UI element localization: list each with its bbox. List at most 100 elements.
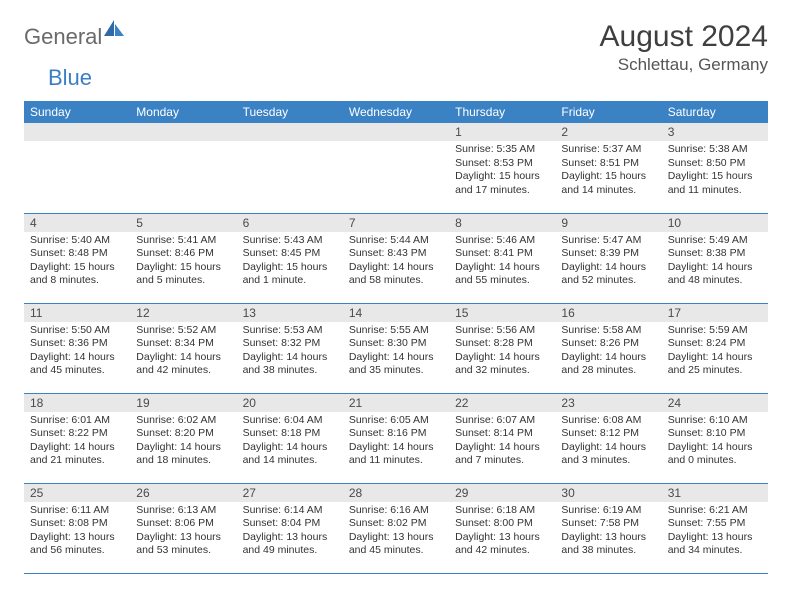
daylight-line: Daylight: 14 hours and 55 minutes. (455, 261, 549, 288)
sunset-line: Sunset: 8:39 PM (561, 247, 655, 261)
calendar-cell: 13Sunrise: 5:53 AMSunset: 8:32 PMDayligh… (237, 303, 343, 393)
sunset-line: Sunset: 8:22 PM (30, 427, 124, 441)
day-number: 30 (555, 484, 661, 502)
sunrise-line: Sunrise: 6:21 AM (668, 504, 762, 518)
calendar-cell: 10Sunrise: 5:49 AMSunset: 8:38 PMDayligh… (662, 213, 768, 303)
calendar-cell: 19Sunrise: 6:02 AMSunset: 8:20 PMDayligh… (130, 393, 236, 483)
day-number: 20 (237, 394, 343, 412)
day-number: 3 (662, 123, 768, 141)
day-details: Sunrise: 5:43 AMSunset: 8:45 PMDaylight:… (237, 232, 343, 293)
calendar-cell: 31Sunrise: 6:21 AMSunset: 7:55 PMDayligh… (662, 483, 768, 573)
sunset-line: Sunset: 8:51 PM (561, 157, 655, 171)
calendar-cell: 30Sunrise: 6:19 AMSunset: 7:58 PMDayligh… (555, 483, 661, 573)
calendar-cell: 28Sunrise: 6:16 AMSunset: 8:02 PMDayligh… (343, 483, 449, 573)
sunset-line: Sunset: 8:41 PM (455, 247, 549, 261)
day-number: 29 (449, 484, 555, 502)
sunrise-line: Sunrise: 5:47 AM (561, 234, 655, 248)
day-number-empty (343, 123, 449, 141)
logo: General (24, 20, 126, 53)
day-details: Sunrise: 5:56 AMSunset: 8:28 PMDaylight:… (449, 322, 555, 383)
day-header: Sunday (24, 101, 130, 123)
sunset-line: Sunset: 8:04 PM (243, 517, 337, 531)
sunrise-line: Sunrise: 6:13 AM (136, 504, 230, 518)
day-header: Saturday (662, 101, 768, 123)
daylight-line: Daylight: 15 hours and 8 minutes. (30, 261, 124, 288)
day-details: Sunrise: 5:49 AMSunset: 8:38 PMDaylight:… (662, 232, 768, 293)
day-details: Sunrise: 5:55 AMSunset: 8:30 PMDaylight:… (343, 322, 449, 383)
daylight-line: Daylight: 14 hours and 52 minutes. (561, 261, 655, 288)
day-number: 25 (24, 484, 130, 502)
day-details: Sunrise: 5:52 AMSunset: 8:34 PMDaylight:… (130, 322, 236, 383)
sunrise-line: Sunrise: 5:50 AM (30, 324, 124, 338)
sunrise-line: Sunrise: 5:56 AM (455, 324, 549, 338)
day-number: 6 (237, 214, 343, 232)
calendar-cell: 3Sunrise: 5:38 AMSunset: 8:50 PMDaylight… (662, 123, 768, 213)
daylight-line: Daylight: 14 hours and 25 minutes. (668, 351, 762, 378)
calendar-cell: 12Sunrise: 5:52 AMSunset: 8:34 PMDayligh… (130, 303, 236, 393)
sunset-line: Sunset: 8:32 PM (243, 337, 337, 351)
sunrise-line: Sunrise: 5:55 AM (349, 324, 443, 338)
sunset-line: Sunset: 8:50 PM (668, 157, 762, 171)
daylight-line: Daylight: 14 hours and 3 minutes. (561, 441, 655, 468)
day-number: 31 (662, 484, 768, 502)
sunset-line: Sunset: 8:36 PM (30, 337, 124, 351)
sunset-line: Sunset: 8:45 PM (243, 247, 337, 261)
daylight-line: Daylight: 14 hours and 28 minutes. (561, 351, 655, 378)
daylight-line: Daylight: 15 hours and 1 minute. (243, 261, 337, 288)
calendar-cell: 23Sunrise: 6:08 AMSunset: 8:12 PMDayligh… (555, 393, 661, 483)
calendar-cell: 9Sunrise: 5:47 AMSunset: 8:39 PMDaylight… (555, 213, 661, 303)
day-number: 24 (662, 394, 768, 412)
calendar-cell: 8Sunrise: 5:46 AMSunset: 8:41 PMDaylight… (449, 213, 555, 303)
day-details: Sunrise: 5:53 AMSunset: 8:32 PMDaylight:… (237, 322, 343, 383)
sunrise-line: Sunrise: 6:07 AM (455, 414, 549, 428)
daylight-line: Daylight: 14 hours and 21 minutes. (30, 441, 124, 468)
daylight-line: Daylight: 14 hours and 7 minutes. (455, 441, 549, 468)
sunset-line: Sunset: 8:10 PM (668, 427, 762, 441)
day-header: Tuesday (237, 101, 343, 123)
day-number-empty (237, 123, 343, 141)
sunset-line: Sunset: 8:06 PM (136, 517, 230, 531)
daylight-line: Daylight: 13 hours and 42 minutes. (455, 531, 549, 558)
day-details: Sunrise: 6:19 AMSunset: 7:58 PMDaylight:… (555, 502, 661, 563)
daylight-line: Daylight: 15 hours and 5 minutes. (136, 261, 230, 288)
calendar-cell: 20Sunrise: 6:04 AMSunset: 8:18 PMDayligh… (237, 393, 343, 483)
day-details: Sunrise: 5:46 AMSunset: 8:41 PMDaylight:… (449, 232, 555, 293)
logo-text-general: General (24, 24, 102, 50)
daylight-line: Daylight: 15 hours and 14 minutes. (561, 170, 655, 197)
day-number: 18 (24, 394, 130, 412)
sunrise-line: Sunrise: 5:41 AM (136, 234, 230, 248)
sunrise-line: Sunrise: 5:59 AM (668, 324, 762, 338)
sunset-line: Sunset: 8:26 PM (561, 337, 655, 351)
day-details: Sunrise: 6:04 AMSunset: 8:18 PMDaylight:… (237, 412, 343, 473)
day-details: Sunrise: 6:07 AMSunset: 8:14 PMDaylight:… (449, 412, 555, 473)
day-number: 22 (449, 394, 555, 412)
sunrise-line: Sunrise: 5:37 AM (561, 143, 655, 157)
daylight-line: Daylight: 14 hours and 11 minutes. (349, 441, 443, 468)
sunset-line: Sunset: 8:00 PM (455, 517, 549, 531)
calendar-cell: 24Sunrise: 6:10 AMSunset: 8:10 PMDayligh… (662, 393, 768, 483)
calendar-cell (24, 123, 130, 213)
daylight-line: Daylight: 13 hours and 45 minutes. (349, 531, 443, 558)
calendar-week: 1Sunrise: 5:35 AMSunset: 8:53 PMDaylight… (24, 123, 768, 213)
day-number: 7 (343, 214, 449, 232)
day-details: Sunrise: 6:10 AMSunset: 8:10 PMDaylight:… (662, 412, 768, 473)
day-number: 13 (237, 304, 343, 322)
day-header: Friday (555, 101, 661, 123)
logo-sail-icon (104, 20, 126, 43)
day-details: Sunrise: 6:18 AMSunset: 8:00 PMDaylight:… (449, 502, 555, 563)
sunrise-line: Sunrise: 6:18 AM (455, 504, 549, 518)
calendar-week: 11Sunrise: 5:50 AMSunset: 8:36 PMDayligh… (24, 303, 768, 393)
daylight-line: Daylight: 13 hours and 49 minutes. (243, 531, 337, 558)
calendar-cell: 15Sunrise: 5:56 AMSunset: 8:28 PMDayligh… (449, 303, 555, 393)
sunrise-line: Sunrise: 5:49 AM (668, 234, 762, 248)
day-header: Wednesday (343, 101, 449, 123)
day-details: Sunrise: 6:14 AMSunset: 8:04 PMDaylight:… (237, 502, 343, 563)
day-number: 4 (24, 214, 130, 232)
daylight-line: Daylight: 14 hours and 45 minutes. (30, 351, 124, 378)
day-details: Sunrise: 6:13 AMSunset: 8:06 PMDaylight:… (130, 502, 236, 563)
sunrise-line: Sunrise: 5:53 AM (243, 324, 337, 338)
calendar-cell: 27Sunrise: 6:14 AMSunset: 8:04 PMDayligh… (237, 483, 343, 573)
sunset-line: Sunset: 8:08 PM (30, 517, 124, 531)
sunrise-line: Sunrise: 6:14 AM (243, 504, 337, 518)
day-number: 11 (24, 304, 130, 322)
